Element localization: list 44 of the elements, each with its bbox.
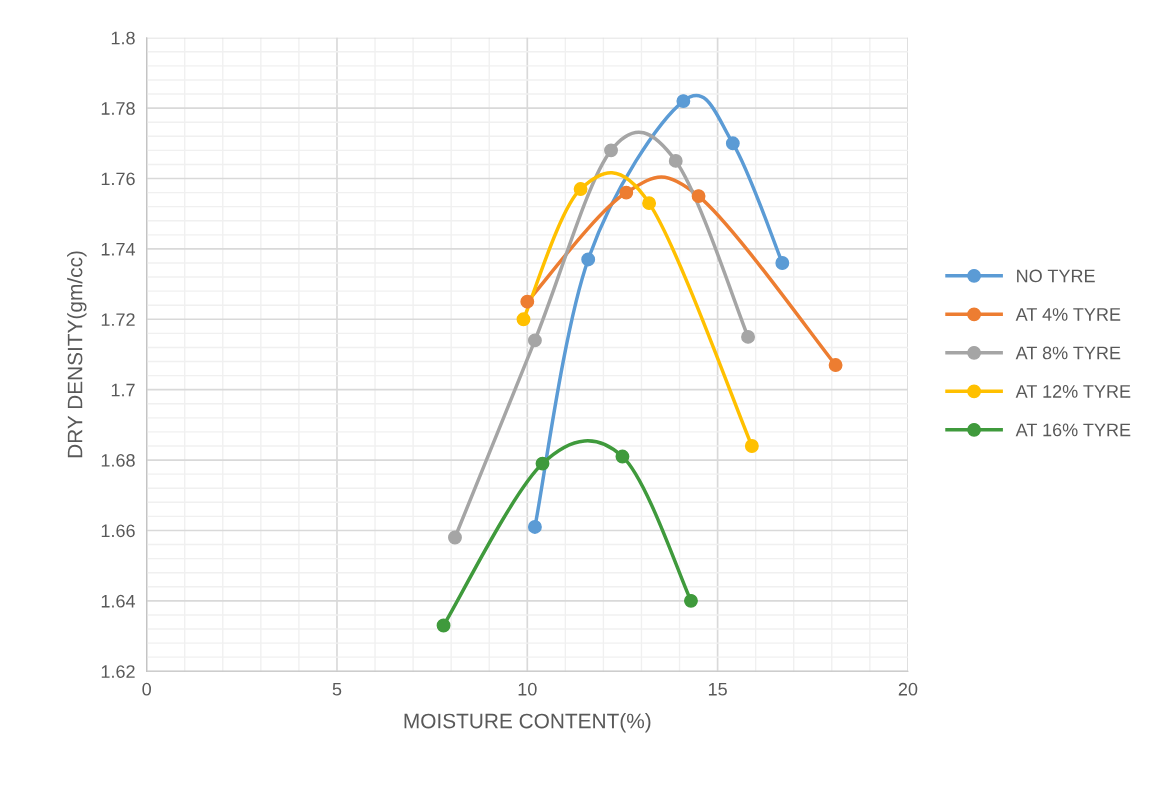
y-tick-label: 1.68 (101, 454, 135, 467)
point (535, 456, 550, 471)
x-tick-label: 0 (142, 682, 151, 696)
point (448, 530, 462, 545)
point (684, 593, 698, 608)
x-axis-title: MOISTURE CONTENT(%) (404, 713, 651, 733)
point (668, 153, 683, 168)
point (744, 439, 759, 453)
y-tick-label: 1.72 (101, 313, 135, 326)
legend-label: AT 16% TYRE (1015, 423, 1131, 437)
y-tick-label: 1.76 (101, 172, 135, 186)
point (691, 189, 706, 204)
point (573, 182, 588, 197)
y-tick-label: 1.78 (101, 102, 135, 115)
point (725, 136, 740, 151)
legend-label: AT 4% TYRE (1015, 308, 1121, 321)
point (436, 618, 451, 633)
point (516, 312, 531, 327)
x-tick-label: 20 (898, 682, 918, 696)
x-tick-label: 15 (708, 683, 727, 696)
point (615, 449, 630, 464)
point (828, 358, 843, 372)
y-tick-label: 1.7 (111, 383, 135, 397)
y-tick-label: 1.64 (101, 594, 136, 608)
point (775, 256, 790, 270)
point (581, 252, 596, 267)
x-tick-label: 10 (518, 682, 537, 696)
point (676, 94, 691, 109)
x-tick-label: 5 (332, 683, 342, 696)
y-tick-label: 1.74 (101, 243, 136, 256)
y-tick-label: 1.8 (111, 31, 135, 45)
y-tick-label: 1.62 (101, 665, 135, 678)
point (520, 294, 535, 309)
y-tick-label: 1.66 (101, 524, 135, 538)
legend-label: AT 8% TYRE (1015, 346, 1121, 360)
point (619, 185, 634, 200)
point (604, 143, 618, 158)
legend-label: NO TYRE (1017, 269, 1095, 283)
point (527, 333, 542, 348)
y-axis-title: DRY DENSITY(gm/cc) (67, 251, 87, 458)
legend-label: AT 12% TYRE (1015, 385, 1131, 398)
point (527, 519, 542, 534)
point (642, 196, 657, 211)
point (741, 329, 756, 344)
